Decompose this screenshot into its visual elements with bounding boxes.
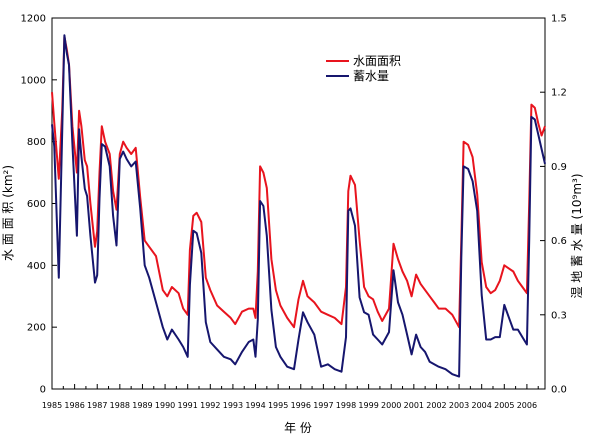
plot-frame bbox=[51, 17, 546, 390]
x-tick-label: 1989 bbox=[132, 401, 152, 410]
x-tick-label: 2003 bbox=[449, 401, 469, 410]
x-tick-label: 2001 bbox=[404, 401, 424, 410]
x-tick-label: 2005 bbox=[494, 401, 514, 410]
y-axis-right: 0.0 0.3 0.6 0.9 1.2 1.5 bbox=[540, 14, 567, 396]
y-left-tick-label: 400 bbox=[27, 261, 46, 272]
x-tick-label: 1996 bbox=[291, 401, 311, 410]
series-line-storage bbox=[51, 34, 546, 378]
y-right-tick-label: 0.3 bbox=[551, 310, 567, 321]
legend: 水面面积 蓄水量 bbox=[326, 54, 401, 83]
x-tick-label: 1997 bbox=[313, 401, 333, 410]
x-tick-label: 2000 bbox=[381, 401, 401, 410]
x-tick-label: 2002 bbox=[426, 401, 446, 410]
x-tick-label: 2004 bbox=[471, 401, 491, 410]
y-right-tick-label: 1.2 bbox=[551, 88, 567, 99]
x-tick-label: 2006 bbox=[517, 401, 537, 410]
x-axis-title: 年 份 bbox=[284, 421, 312, 435]
y-right-tick-label: 1.5 bbox=[551, 14, 567, 25]
y-right-tick-label: 0.6 bbox=[551, 236, 567, 247]
x-tick-label: 1985 bbox=[42, 401, 62, 410]
y-left-tick-label: 800 bbox=[27, 137, 46, 148]
x-axis: 1985 1986 1987 1988 1989 1990 1991 1992 1993 1994… bbox=[42, 384, 539, 410]
x-tick-label: 1994 bbox=[245, 401, 265, 410]
y-axis-right-title: 湿 地 蓄 水 量 (10⁹m³) bbox=[569, 173, 584, 298]
x-tick-label: 1992 bbox=[200, 401, 220, 410]
y-axis-left-title: 水 面 面 积 (km²) bbox=[1, 165, 15, 261]
legend-label-storage: 蓄水量 bbox=[353, 69, 389, 83]
legend-label-area: 水面面积 bbox=[353, 54, 401, 68]
x-tick-label: 1998 bbox=[336, 401, 356, 410]
x-tick-label: 1993 bbox=[223, 401, 243, 410]
x-tick-label: 1987 bbox=[87, 401, 107, 410]
x-tick-label: 1995 bbox=[268, 401, 288, 410]
y-left-tick-label: 1200 bbox=[21, 14, 46, 25]
x-tick-label: 1999 bbox=[358, 401, 378, 410]
y-right-tick-label: 0.9 bbox=[551, 162, 567, 173]
x-tick-label: 1986 bbox=[64, 401, 84, 410]
y-left-tick-label: 600 bbox=[27, 199, 46, 210]
series-line-area bbox=[51, 35, 546, 329]
y-left-tick-label: 200 bbox=[27, 323, 46, 334]
y-right-tick-label: 0.0 bbox=[551, 385, 567, 396]
y-left-tick-label: 0 bbox=[40, 385, 46, 396]
x-tick-label: 1990 bbox=[155, 401, 175, 410]
series-layer bbox=[51, 34, 546, 378]
y-left-tick-label: 1000 bbox=[21, 75, 46, 86]
x-tick-label: 1991 bbox=[178, 401, 198, 410]
x-tick-label: 1988 bbox=[110, 401, 130, 410]
